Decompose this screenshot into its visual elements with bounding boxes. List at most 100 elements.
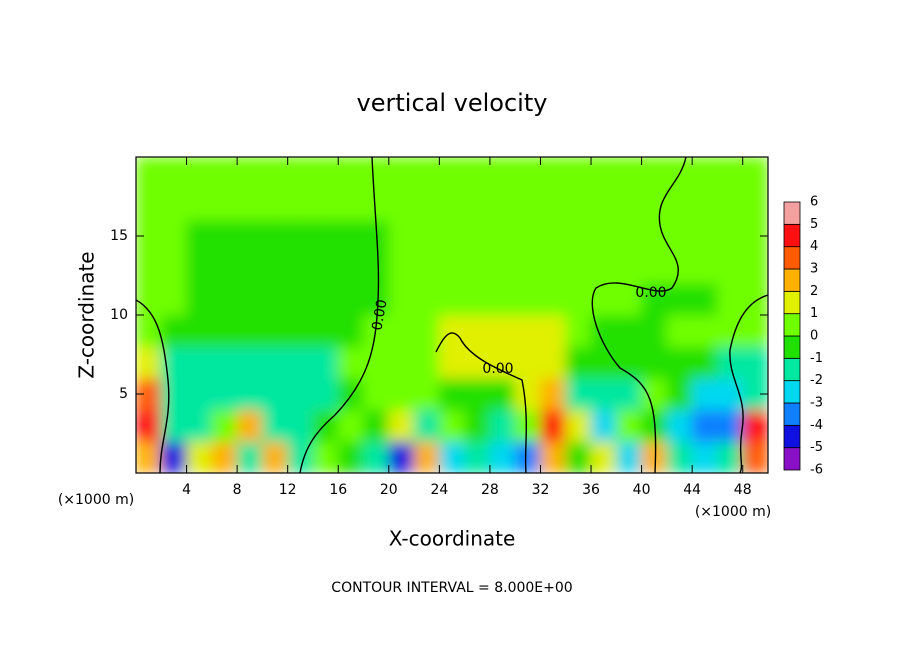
field-cell	[590, 157, 617, 190]
field-cell	[565, 440, 592, 473]
colorbar-swatch	[783, 246, 801, 270]
field-cell	[363, 346, 390, 379]
field-cell	[464, 377, 491, 411]
field-cell	[261, 409, 289, 442]
field-cell	[211, 157, 238, 190]
field-cell	[312, 157, 339, 190]
field-cell	[312, 219, 339, 253]
field-cell	[716, 314, 744, 348]
field-cell	[742, 346, 768, 379]
field-cell	[691, 188, 718, 221]
field-cell	[388, 346, 415, 379]
field-cell	[160, 219, 188, 253]
field-cell	[388, 377, 415, 411]
field-cell	[641, 188, 668, 221]
field-cell	[641, 346, 668, 379]
y-axis-label: Z-coordinate	[75, 251, 99, 378]
field-cell	[590, 251, 617, 284]
y-tick-label: 5	[119, 386, 128, 402]
x-tick-label: 16	[329, 482, 347, 498]
field-cell	[186, 440, 213, 473]
field-cell	[337, 157, 365, 190]
field-cell	[666, 251, 693, 284]
field-cell	[565, 157, 592, 190]
field-cell	[590, 188, 617, 221]
x-tick-label: 12	[279, 482, 297, 498]
field-cell	[261, 377, 289, 411]
field-cell	[514, 377, 541, 411]
field-cell	[464, 282, 491, 316]
field-cell	[742, 440, 768, 473]
field-cell	[363, 409, 390, 442]
field-cell	[489, 440, 516, 473]
field-cell	[716, 282, 744, 316]
field-cell	[666, 282, 693, 316]
field-cell	[312, 377, 339, 411]
contour-label: 0.00	[482, 361, 513, 377]
field-cell	[539, 377, 567, 411]
field	[136, 157, 768, 473]
field-cell	[312, 440, 339, 473]
field-cell	[160, 377, 188, 411]
field-cell	[287, 409, 314, 442]
field-cell	[514, 251, 541, 284]
colorbar-label: 6	[810, 195, 818, 210]
field-cell	[236, 251, 263, 284]
field-cell	[691, 409, 718, 442]
field-cell	[236, 219, 263, 253]
field-cell	[716, 157, 744, 190]
field-cell	[388, 251, 415, 284]
field-cell	[464, 409, 491, 442]
field-cell	[742, 188, 768, 221]
field-cell	[464, 157, 491, 190]
field-cell	[186, 251, 213, 284]
field-cell	[186, 314, 213, 348]
field-cell	[590, 377, 617, 411]
field-cell	[413, 219, 440, 253]
field-cell	[413, 188, 440, 221]
contour-lines	[136, 157, 768, 473]
field-cell	[160, 346, 188, 379]
field-cell	[438, 282, 466, 316]
field-cell	[363, 251, 390, 284]
field-cell	[287, 219, 314, 253]
field-cell	[438, 314, 466, 348]
colorbar-label: 2	[810, 284, 818, 299]
field-cell	[261, 346, 289, 379]
field-cell	[211, 314, 238, 348]
field-cell	[464, 440, 491, 473]
field-cell	[337, 219, 365, 253]
field-cell	[413, 377, 440, 411]
contour-line	[591, 157, 687, 473]
field-cell	[691, 346, 718, 379]
field-cell	[287, 188, 314, 221]
field-cell	[489, 314, 516, 348]
field-cell	[615, 219, 643, 253]
field-cell	[615, 314, 643, 348]
field-cell	[136, 157, 162, 190]
field-cell	[186, 346, 213, 379]
field-cell	[388, 409, 415, 442]
contour-label: 0.00	[635, 285, 666, 301]
field-cell	[186, 219, 213, 253]
field-cell	[641, 251, 668, 284]
field-cell	[413, 157, 440, 190]
field-cell	[261, 314, 289, 348]
field-cell	[742, 157, 768, 190]
field-cell	[363, 282, 390, 316]
field-cell	[489, 157, 516, 190]
field-cell	[363, 157, 390, 190]
field-cell	[539, 346, 567, 379]
field-cell	[539, 282, 567, 316]
field-cell	[590, 440, 617, 473]
field-cell	[615, 377, 643, 411]
field-cell	[236, 157, 263, 190]
y-tick-label: 10	[110, 307, 128, 323]
field-cell	[514, 219, 541, 253]
x-axis-label: X-coordinate	[389, 527, 516, 551]
colorbar-label: -4	[810, 418, 823, 433]
field-cell	[261, 282, 289, 316]
field-cell	[261, 157, 289, 190]
x-tick-label: 24	[430, 482, 448, 498]
